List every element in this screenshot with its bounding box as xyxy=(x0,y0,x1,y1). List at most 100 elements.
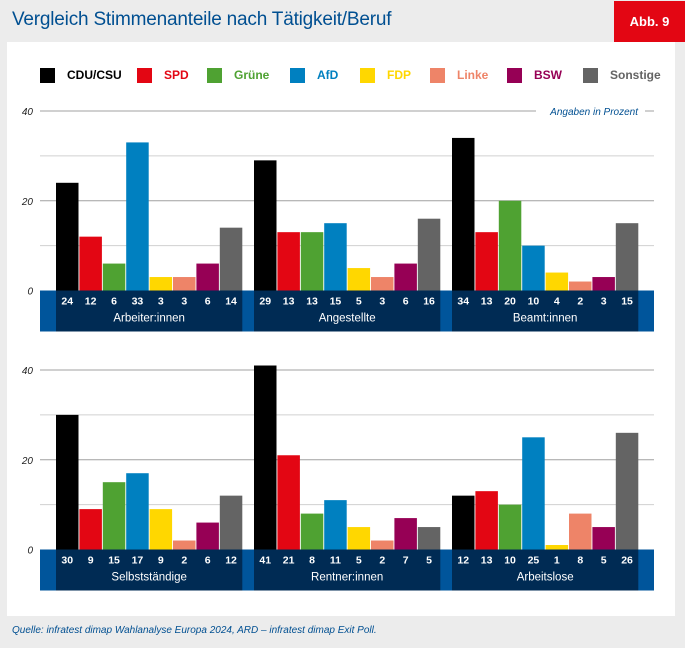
legend-swatch xyxy=(360,67,375,83)
data-label: 34 xyxy=(457,296,469,308)
legend-label: BSW xyxy=(534,68,562,82)
data-label: 2 xyxy=(577,296,583,308)
bar xyxy=(324,223,347,291)
data-label: 20 xyxy=(504,296,516,308)
data-label: 33 xyxy=(132,296,144,308)
data-label: 11 xyxy=(330,555,341,567)
data-label: 10 xyxy=(504,555,516,567)
data-label: 1 xyxy=(554,555,560,567)
legend-label: FDP xyxy=(387,68,411,82)
legend-swatch xyxy=(290,67,305,83)
data-label: 9 xyxy=(158,555,164,567)
data-label: 15 xyxy=(621,296,633,308)
data-label: 13 xyxy=(481,296,493,308)
y-tick-label: 40 xyxy=(22,107,34,118)
bar xyxy=(300,513,324,550)
legend-swatch xyxy=(40,67,55,83)
y-tick-label: 40 xyxy=(22,366,34,377)
data-label: 12 xyxy=(225,555,237,567)
bar xyxy=(475,491,498,550)
bar xyxy=(56,414,79,550)
data-label: 30 xyxy=(61,555,73,567)
bar xyxy=(347,527,371,550)
bar xyxy=(173,277,196,291)
bar xyxy=(126,142,149,291)
data-label: 10 xyxy=(528,296,540,308)
data-label: 9 xyxy=(88,555,94,567)
category-band xyxy=(452,290,639,332)
bar xyxy=(149,277,173,291)
bar xyxy=(417,218,441,291)
bar xyxy=(498,504,522,550)
legend-item: AfD xyxy=(290,67,338,83)
bar xyxy=(79,236,102,291)
legend-item: SPD xyxy=(137,67,189,83)
bar xyxy=(79,509,102,550)
data-label: 2 xyxy=(379,555,385,567)
data-label: 12 xyxy=(85,296,97,308)
bar xyxy=(324,500,347,550)
legend-label: CDU/CSU xyxy=(67,68,122,82)
bar xyxy=(569,281,592,291)
data-label: 4 xyxy=(554,296,560,308)
bar xyxy=(56,182,79,291)
source-note: Quelle: infratest dimap Wahlanalyse Euro… xyxy=(12,625,377,636)
legend-swatch xyxy=(137,67,152,83)
bar xyxy=(394,263,417,291)
bar xyxy=(394,518,417,550)
data-label: 6 xyxy=(111,296,117,308)
bar xyxy=(102,263,126,291)
category-label: Angestellte xyxy=(319,313,376,325)
y-tick-label: 20 xyxy=(21,197,34,208)
bar xyxy=(300,232,324,291)
legend-swatch xyxy=(507,67,522,83)
bar xyxy=(277,232,300,291)
data-label: 6 xyxy=(403,296,409,308)
bar xyxy=(592,527,615,550)
figure-badge: Abb. 9 xyxy=(614,1,685,42)
legend-label: Grüne xyxy=(234,68,270,82)
bar xyxy=(498,200,522,291)
data-label: 13 xyxy=(283,296,295,308)
legend-item: Sonstige xyxy=(583,67,661,83)
bar xyxy=(347,268,371,291)
data-label: 5 xyxy=(356,296,362,308)
bar xyxy=(592,277,615,291)
bar xyxy=(417,527,441,550)
data-label: 26 xyxy=(621,555,633,567)
bar xyxy=(522,437,545,550)
category-label: Arbeitslose xyxy=(517,572,574,584)
legend-label: AfD xyxy=(317,68,339,82)
bar xyxy=(126,473,149,550)
legend-label: Sonstige xyxy=(610,68,661,82)
data-label: 2 xyxy=(181,555,187,567)
bar xyxy=(452,137,475,291)
legend-item: Grüne xyxy=(207,67,269,83)
legend-swatch xyxy=(583,67,598,83)
data-label: 12 xyxy=(457,555,469,567)
bar xyxy=(615,223,639,291)
category-label: Arbeiter:innen xyxy=(113,313,185,325)
bar xyxy=(149,509,173,550)
legend-item: BSW xyxy=(507,67,562,83)
bar xyxy=(569,513,592,550)
bar xyxy=(102,482,126,550)
data-label: 6 xyxy=(205,555,211,567)
y-tick-label: 0 xyxy=(27,546,33,557)
bar xyxy=(545,545,569,550)
data-label: 8 xyxy=(309,555,315,567)
data-label: 3 xyxy=(181,296,187,308)
y-tick-label: 0 xyxy=(27,287,33,298)
bar xyxy=(196,263,219,291)
data-label: 16 xyxy=(423,296,435,308)
data-label: 29 xyxy=(259,296,271,308)
category-band xyxy=(254,549,441,591)
data-label: 5 xyxy=(601,555,607,567)
bar xyxy=(254,365,277,550)
bar xyxy=(615,432,639,550)
data-label: 17 xyxy=(132,555,144,567)
legend-item: CDU/CSU xyxy=(40,67,122,83)
bar xyxy=(371,277,394,291)
legend-label: Linke xyxy=(457,68,489,82)
